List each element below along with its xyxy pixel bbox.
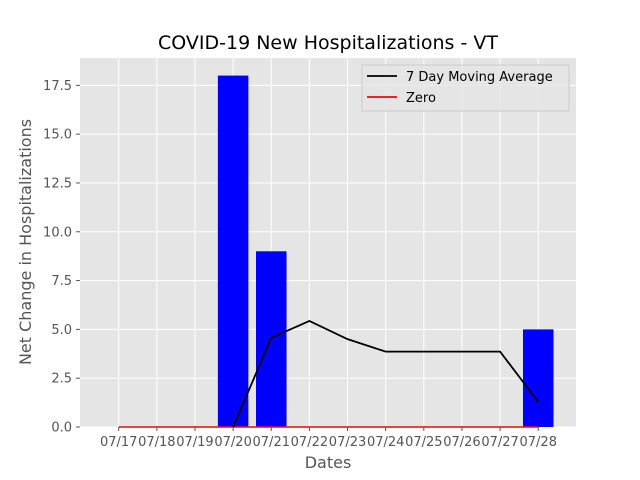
x-tick-label-7: 07/24 — [367, 435, 404, 450]
x-tick-label-1: 07/18 — [138, 435, 175, 450]
y-tick-label-6: 15.0 — [43, 128, 72, 143]
moving-average-line — [232, 319, 539, 428]
y-tick-label-5: 12.5 — [43, 176, 72, 191]
bar-0 — [217, 75, 249, 428]
x-axis-title: Dates — [305, 453, 352, 472]
x-tick-label-2: 07/19 — [176, 435, 213, 450]
x-tick-label-0: 07/17 — [100, 435, 137, 450]
y-tick-label-0: 0.0 — [51, 421, 72, 436]
legend: 7 Day Moving Average Zero — [361, 64, 570, 112]
y-axis-title: Net Change in Hospitalizations — [16, 119, 35, 365]
x-tick-label-9: 07/26 — [443, 435, 480, 450]
lines — [118, 319, 539, 428]
x-tick-label-8: 07/25 — [405, 435, 442, 450]
y-ticks: 0.0 2.5 5.0 7.5 10.0 12.5 15.0 17.5 — [43, 79, 80, 436]
bar-2 — [522, 329, 554, 427]
y-tick-label-7: 17.5 — [43, 79, 72, 94]
y-tick-label-3: 7.5 — [51, 274, 72, 289]
x-tick-label-11: 07/28 — [520, 435, 557, 450]
y-tick-label-1: 2.5 — [51, 372, 72, 387]
y-tick-label-4: 10.0 — [43, 225, 72, 240]
x-tick-label-10: 07/27 — [481, 435, 518, 450]
x-tick-label-4: 07/21 — [253, 435, 290, 450]
x-ticks: 07/17 07/18 07/19 07/20 07/21 07/22 07/23 07/24… — [100, 427, 557, 450]
x-tick-label-5: 07/22 — [291, 435, 328, 450]
x-tick-label-6: 07/23 — [329, 435, 366, 450]
y-tick-label-2: 5.0 — [51, 323, 72, 338]
legend-label-zero: Zero — [406, 91, 436, 106]
plot-area — [80, 58, 576, 427]
legend-box — [361, 64, 570, 112]
x-tick-label-3: 07/20 — [214, 435, 251, 450]
legend-label-moving-average: 7 Day Moving Average — [406, 70, 553, 85]
chart-title: COVID-19 New Hospitalizations - VT — [158, 32, 498, 54]
